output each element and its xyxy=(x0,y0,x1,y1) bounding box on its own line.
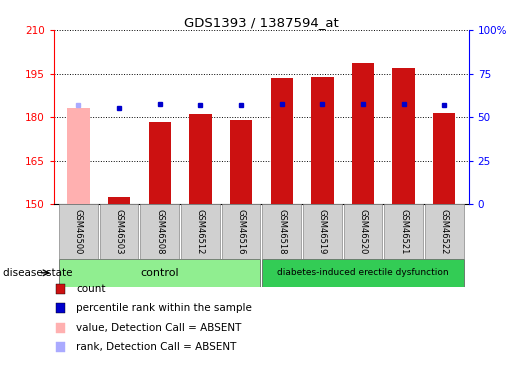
Bar xyxy=(344,204,382,259)
Bar xyxy=(230,120,252,204)
Text: GSM46516: GSM46516 xyxy=(236,209,246,254)
Bar xyxy=(392,68,415,204)
Text: control: control xyxy=(141,268,179,278)
Bar xyxy=(100,204,139,259)
Bar xyxy=(189,114,212,204)
Text: GSM46522: GSM46522 xyxy=(440,209,449,254)
Text: rank, Detection Call = ABSENT: rank, Detection Call = ABSENT xyxy=(76,342,236,352)
Text: GSM46500: GSM46500 xyxy=(74,209,83,254)
Bar xyxy=(433,113,455,204)
Bar xyxy=(311,76,334,204)
Text: GSM46519: GSM46519 xyxy=(318,209,327,254)
Text: GSM46512: GSM46512 xyxy=(196,209,205,254)
Text: count: count xyxy=(76,284,106,294)
Bar xyxy=(262,204,301,259)
Bar xyxy=(148,122,171,204)
Text: GSM46518: GSM46518 xyxy=(277,209,286,254)
Text: diabetes-induced erectile dysfunction: diabetes-induced erectile dysfunction xyxy=(277,268,449,278)
Bar xyxy=(303,204,341,259)
Bar xyxy=(352,63,374,204)
Bar xyxy=(59,204,98,259)
Text: GSM46503: GSM46503 xyxy=(115,209,124,254)
Bar xyxy=(425,204,464,259)
Bar xyxy=(384,204,423,259)
Bar xyxy=(59,259,261,287)
Text: value, Detection Call = ABSENT: value, Detection Call = ABSENT xyxy=(76,323,242,333)
Text: disease state: disease state xyxy=(3,268,72,278)
Title: GDS1393 / 1387594_at: GDS1393 / 1387594_at xyxy=(184,16,339,29)
Bar xyxy=(222,204,261,259)
Bar xyxy=(67,108,90,204)
Text: GSM46520: GSM46520 xyxy=(358,209,368,254)
Bar xyxy=(141,204,179,259)
Bar xyxy=(270,78,293,204)
Bar xyxy=(108,197,130,204)
Text: GSM46521: GSM46521 xyxy=(399,209,408,254)
Bar xyxy=(181,204,220,259)
Bar xyxy=(262,259,464,287)
Text: GSM46508: GSM46508 xyxy=(155,209,164,254)
Text: percentile rank within the sample: percentile rank within the sample xyxy=(76,303,252,313)
